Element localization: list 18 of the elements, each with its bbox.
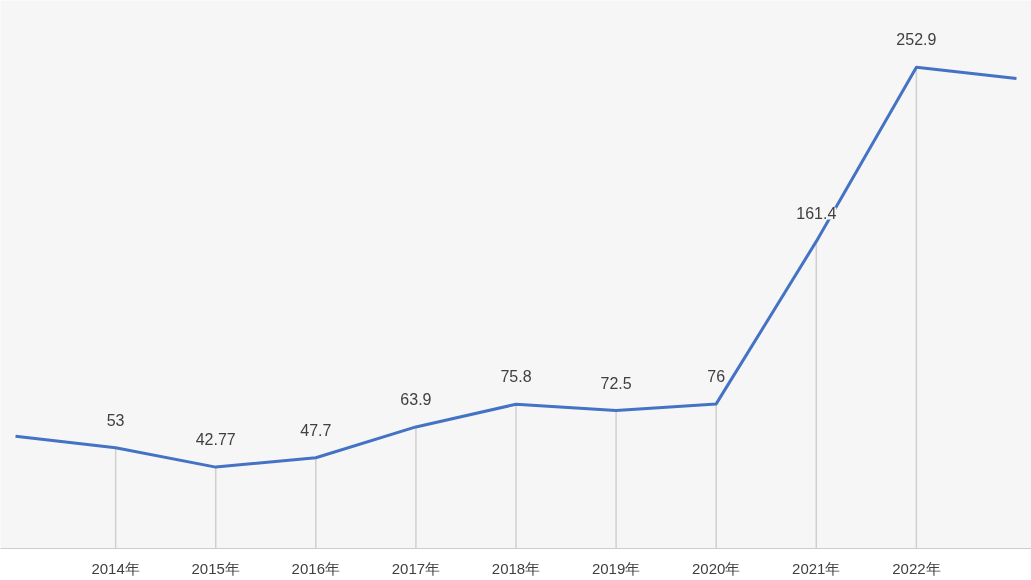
data-label: 161.4 [796,205,837,223]
data-label: 42.77 [195,431,236,449]
x-tick-label: 2018年 [491,559,541,577]
x-tick-label: 2022年 [892,559,941,577]
x-tick-label: 2021年 [792,559,841,577]
x-tick-label: 2020年 [692,559,741,577]
data-label: 252.9 [896,31,937,49]
x-tick-label: 2014年 [91,559,140,577]
x-tick-label: 2019年 [591,559,641,577]
data-label: 76 [707,367,726,385]
data-label: 75.8 [500,368,532,386]
x-tick-label: 2015年 [191,559,240,577]
data-label: 53 [106,411,125,429]
x-tick-label: 2017年 [391,559,441,577]
x-tick-label: 2016年 [291,559,340,577]
data-label: 47.7 [300,421,332,439]
data-label: 72.5 [600,374,632,392]
data-label: 63.9 [400,390,432,408]
